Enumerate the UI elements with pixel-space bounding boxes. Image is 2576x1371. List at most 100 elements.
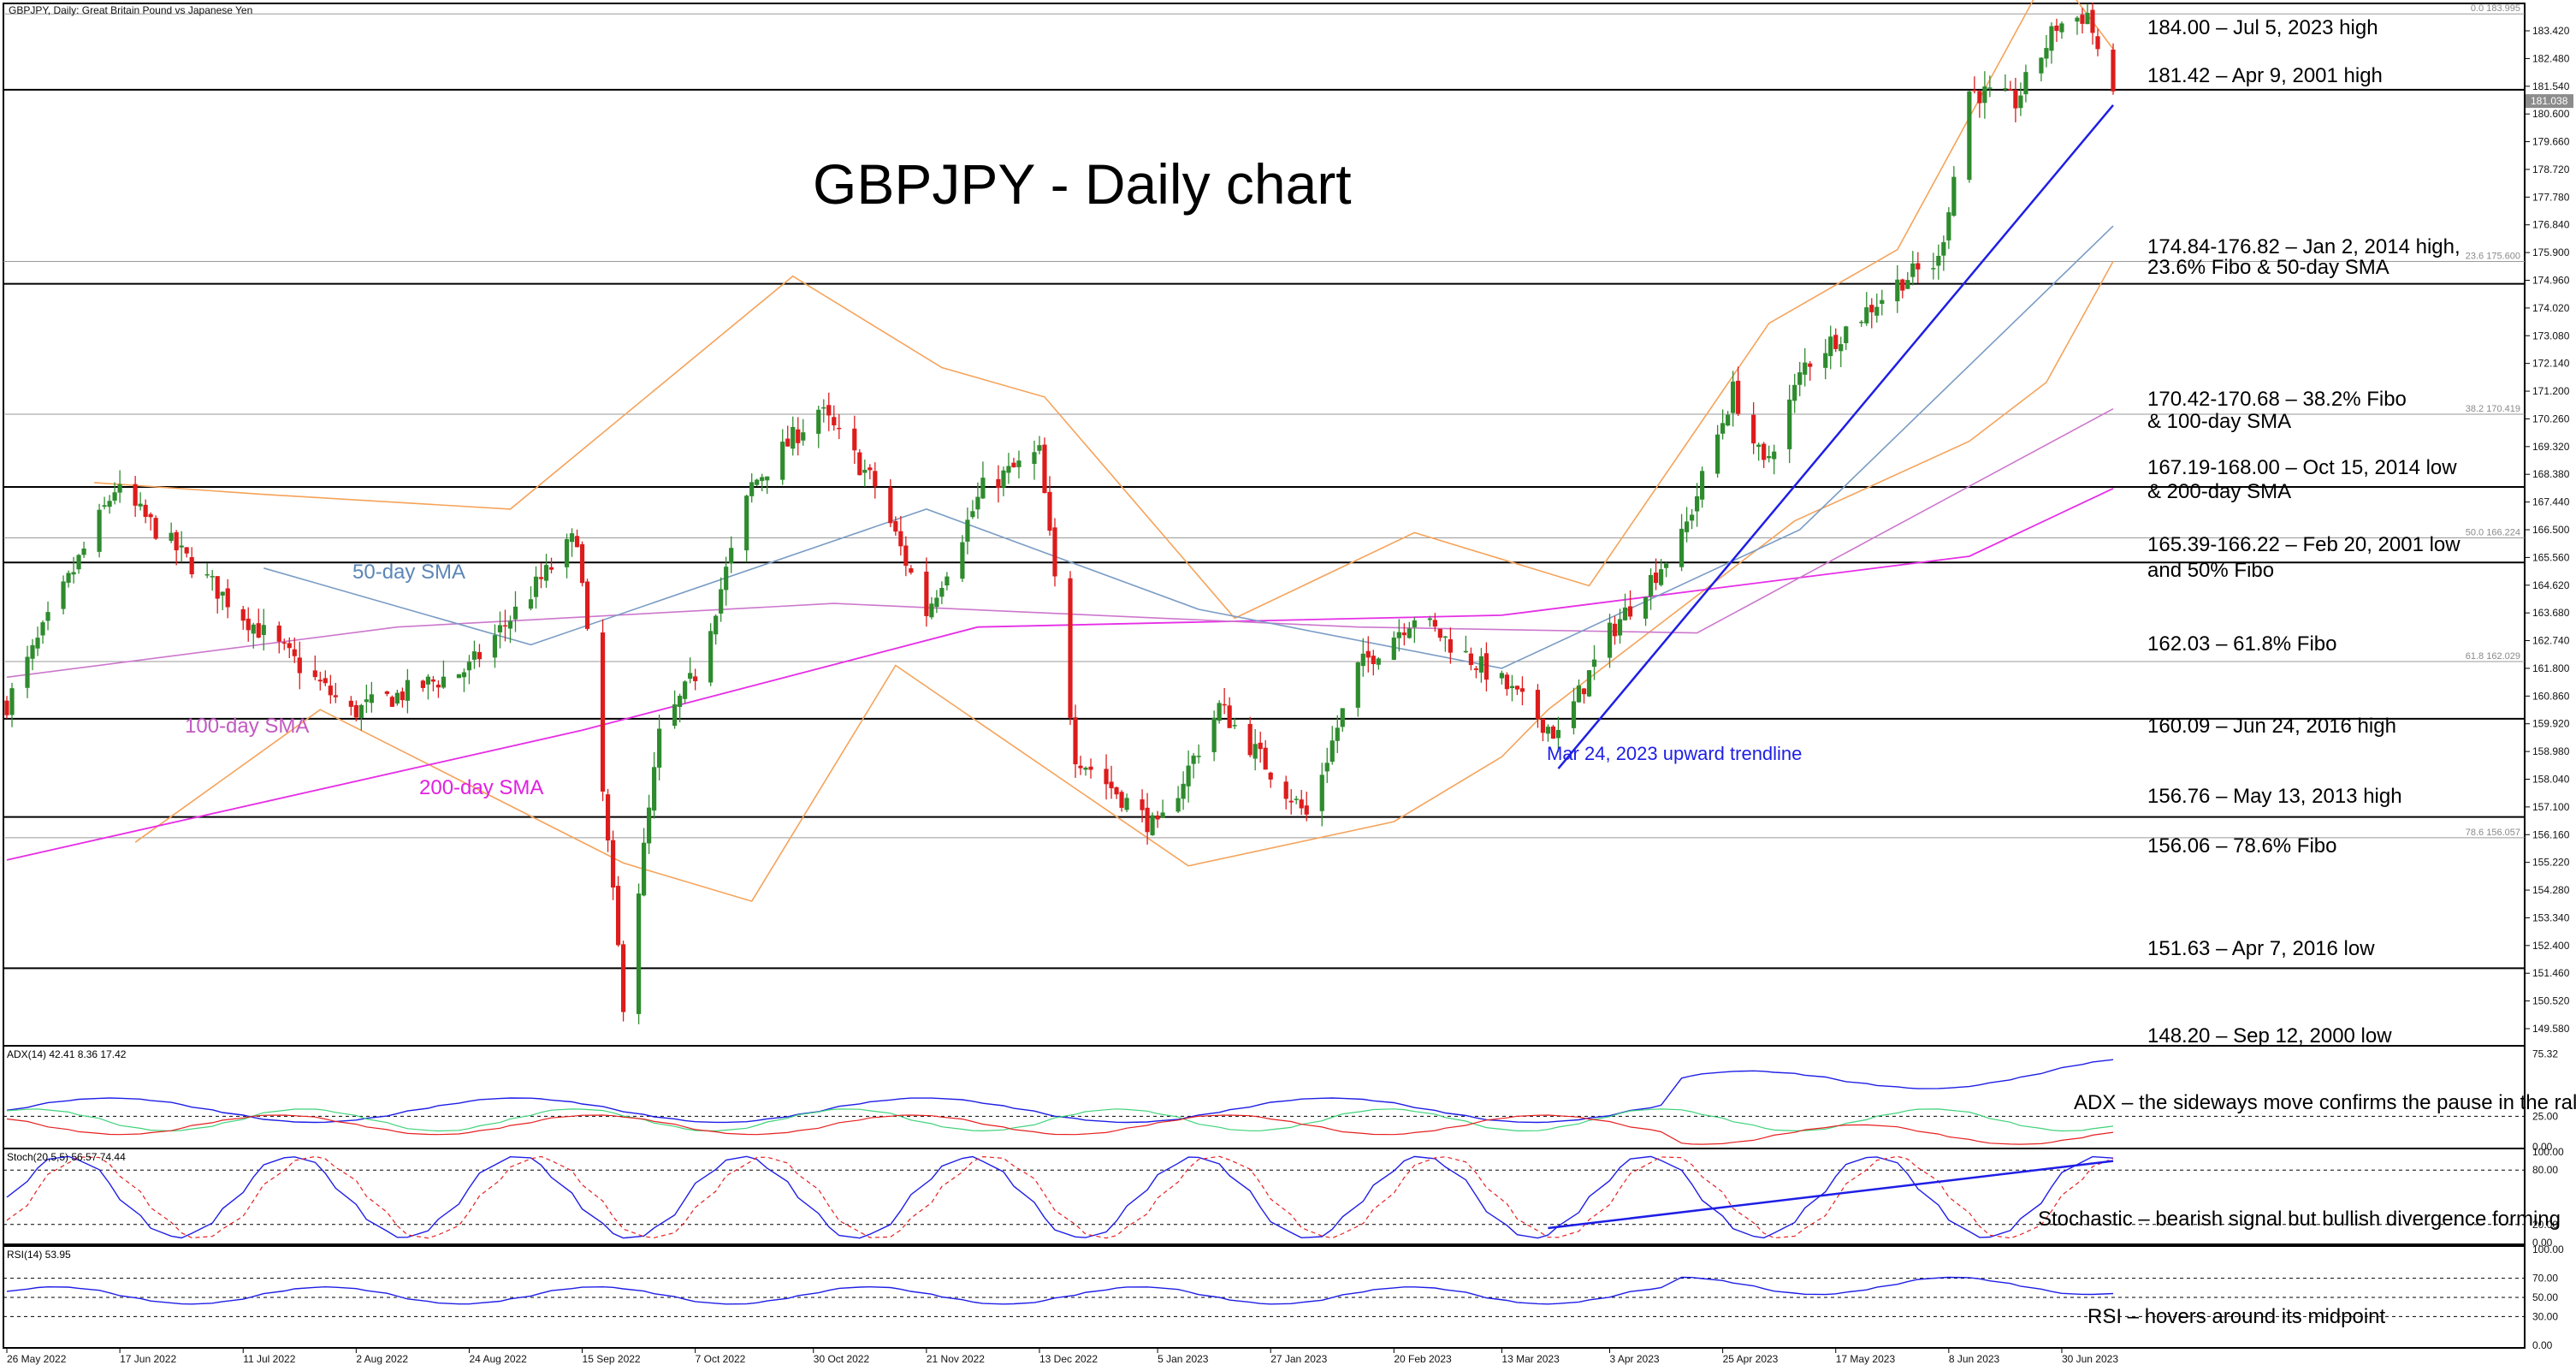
date-axis: 26 May 2022 17 Jun 2022 11 Jul 2022 2 Aug 2… [6,1348,2118,1365]
stoch-tick-label: 20.00 [2532,1219,2558,1231]
candle [637,893,642,1014]
candle [461,672,467,678]
level-label-165: 165.39-166.22 – Feb 20, 2001 low [2147,533,2461,556]
candle [1967,91,1972,181]
price-tick-label: 157.100 [2532,801,2570,813]
candle [642,842,647,896]
candle [1823,353,1828,368]
price-tick-label: 156.160 [2532,828,2570,840]
candle [569,533,575,543]
candle [678,695,683,708]
candle [1181,783,1186,799]
rsi-tick-label: 30.00 [2532,1310,2558,1322]
candle [1648,574,1654,596]
date-tick-label: 2 Aug 2022 [356,1353,408,1365]
support-resistance-levels [3,88,2525,970]
candle [719,589,724,614]
candle [4,700,9,715]
bollinger-lower-line [134,261,2114,903]
adx-tick-label: 75.32 [2532,1048,2558,1060]
candle [1905,280,1910,289]
candle [1268,772,1273,780]
price-tick-label: 165.560 [2532,551,2570,563]
date-tick-label: 17 May 2023 [1836,1353,1896,1365]
candle [708,631,714,683]
candle [405,680,410,701]
candle [693,676,698,681]
date-tick-label: 21 Nov 2022 [927,1353,985,1365]
candle [1442,636,1448,638]
rsi-tick-label: 100.00 [2532,1243,2564,1255]
candle [1083,767,1088,770]
candle [333,695,338,697]
candle [184,547,189,554]
adx-tick-label: 0.00 [2532,1141,2553,1153]
fibo-label: 38.2 170.419 [2466,404,2520,414]
candle [1695,496,1700,512]
candle [2090,9,2095,33]
candle [1365,650,1371,658]
candle [924,571,929,616]
candle [1150,815,1155,835]
candle [1627,606,1633,617]
fibo-label: 23.6 175.600 [2466,251,2520,261]
candle [1335,727,1340,741]
candle [76,555,81,570]
candle [1324,763,1329,772]
candle [2039,57,2044,74]
rsi-line [6,1276,2114,1305]
candle [1550,726,1556,739]
candle [909,568,914,573]
candle [821,407,826,409]
candle [929,603,934,618]
level-label-156-76: 156.76 – May 13, 2013 high [2147,785,2402,808]
candle [832,417,837,426]
candle [1247,723,1252,756]
candle [1329,740,1335,763]
level-label-174-b: 23.6% Fibo & 50-day SMA [2147,256,2389,279]
candle [143,504,148,517]
candle [1951,176,1957,217]
stoch-header: Stoch(20,5,5) 56.57 74.44 [7,1151,126,1163]
date-tick-label: 17 Jun 2022 [120,1353,176,1365]
rsi-comment: RSI – hovers around its midpoint [2087,1305,2386,1328]
candle [1571,701,1577,728]
candle [507,620,513,629]
candle [1900,279,1905,291]
candle [888,487,893,524]
candle [1726,414,1731,426]
price-tick-label: 179.660 [2532,136,2570,148]
fibo-label: 78.6 156.057 [2466,828,2520,838]
sma100-annotation: 100-day SMA [185,715,309,738]
candle [780,442,785,480]
candle [1700,471,1705,500]
candle [2023,72,2028,95]
date-tick-label: 30 Jun 2023 [2062,1353,2118,1365]
candle [579,543,585,584]
candle [1987,87,1993,89]
adx-main-line [6,1059,2114,1124]
candle [1895,279,1900,301]
mar24-trendline [1557,104,2114,769]
candle [729,548,734,564]
candle [1140,799,1145,810]
candle [1175,798,1181,812]
candle [965,519,970,542]
candle [785,438,791,447]
sma100-line [6,407,2114,679]
candle [1001,470,1006,488]
candle [400,691,405,701]
candle [1114,786,1119,795]
candle [317,680,323,682]
candle [1772,451,1777,460]
price-tick-label: 176.840 [2532,219,2570,231]
candle [246,618,251,631]
candle [1073,717,1078,765]
price-tick-label: 174.020 [2532,302,2570,314]
candle [1941,241,1946,256]
candle [683,681,688,699]
date-tick-label: 8 Jun 2023 [1949,1353,2000,1365]
candle [466,662,472,671]
candle [528,599,534,609]
candle [1011,462,1016,468]
